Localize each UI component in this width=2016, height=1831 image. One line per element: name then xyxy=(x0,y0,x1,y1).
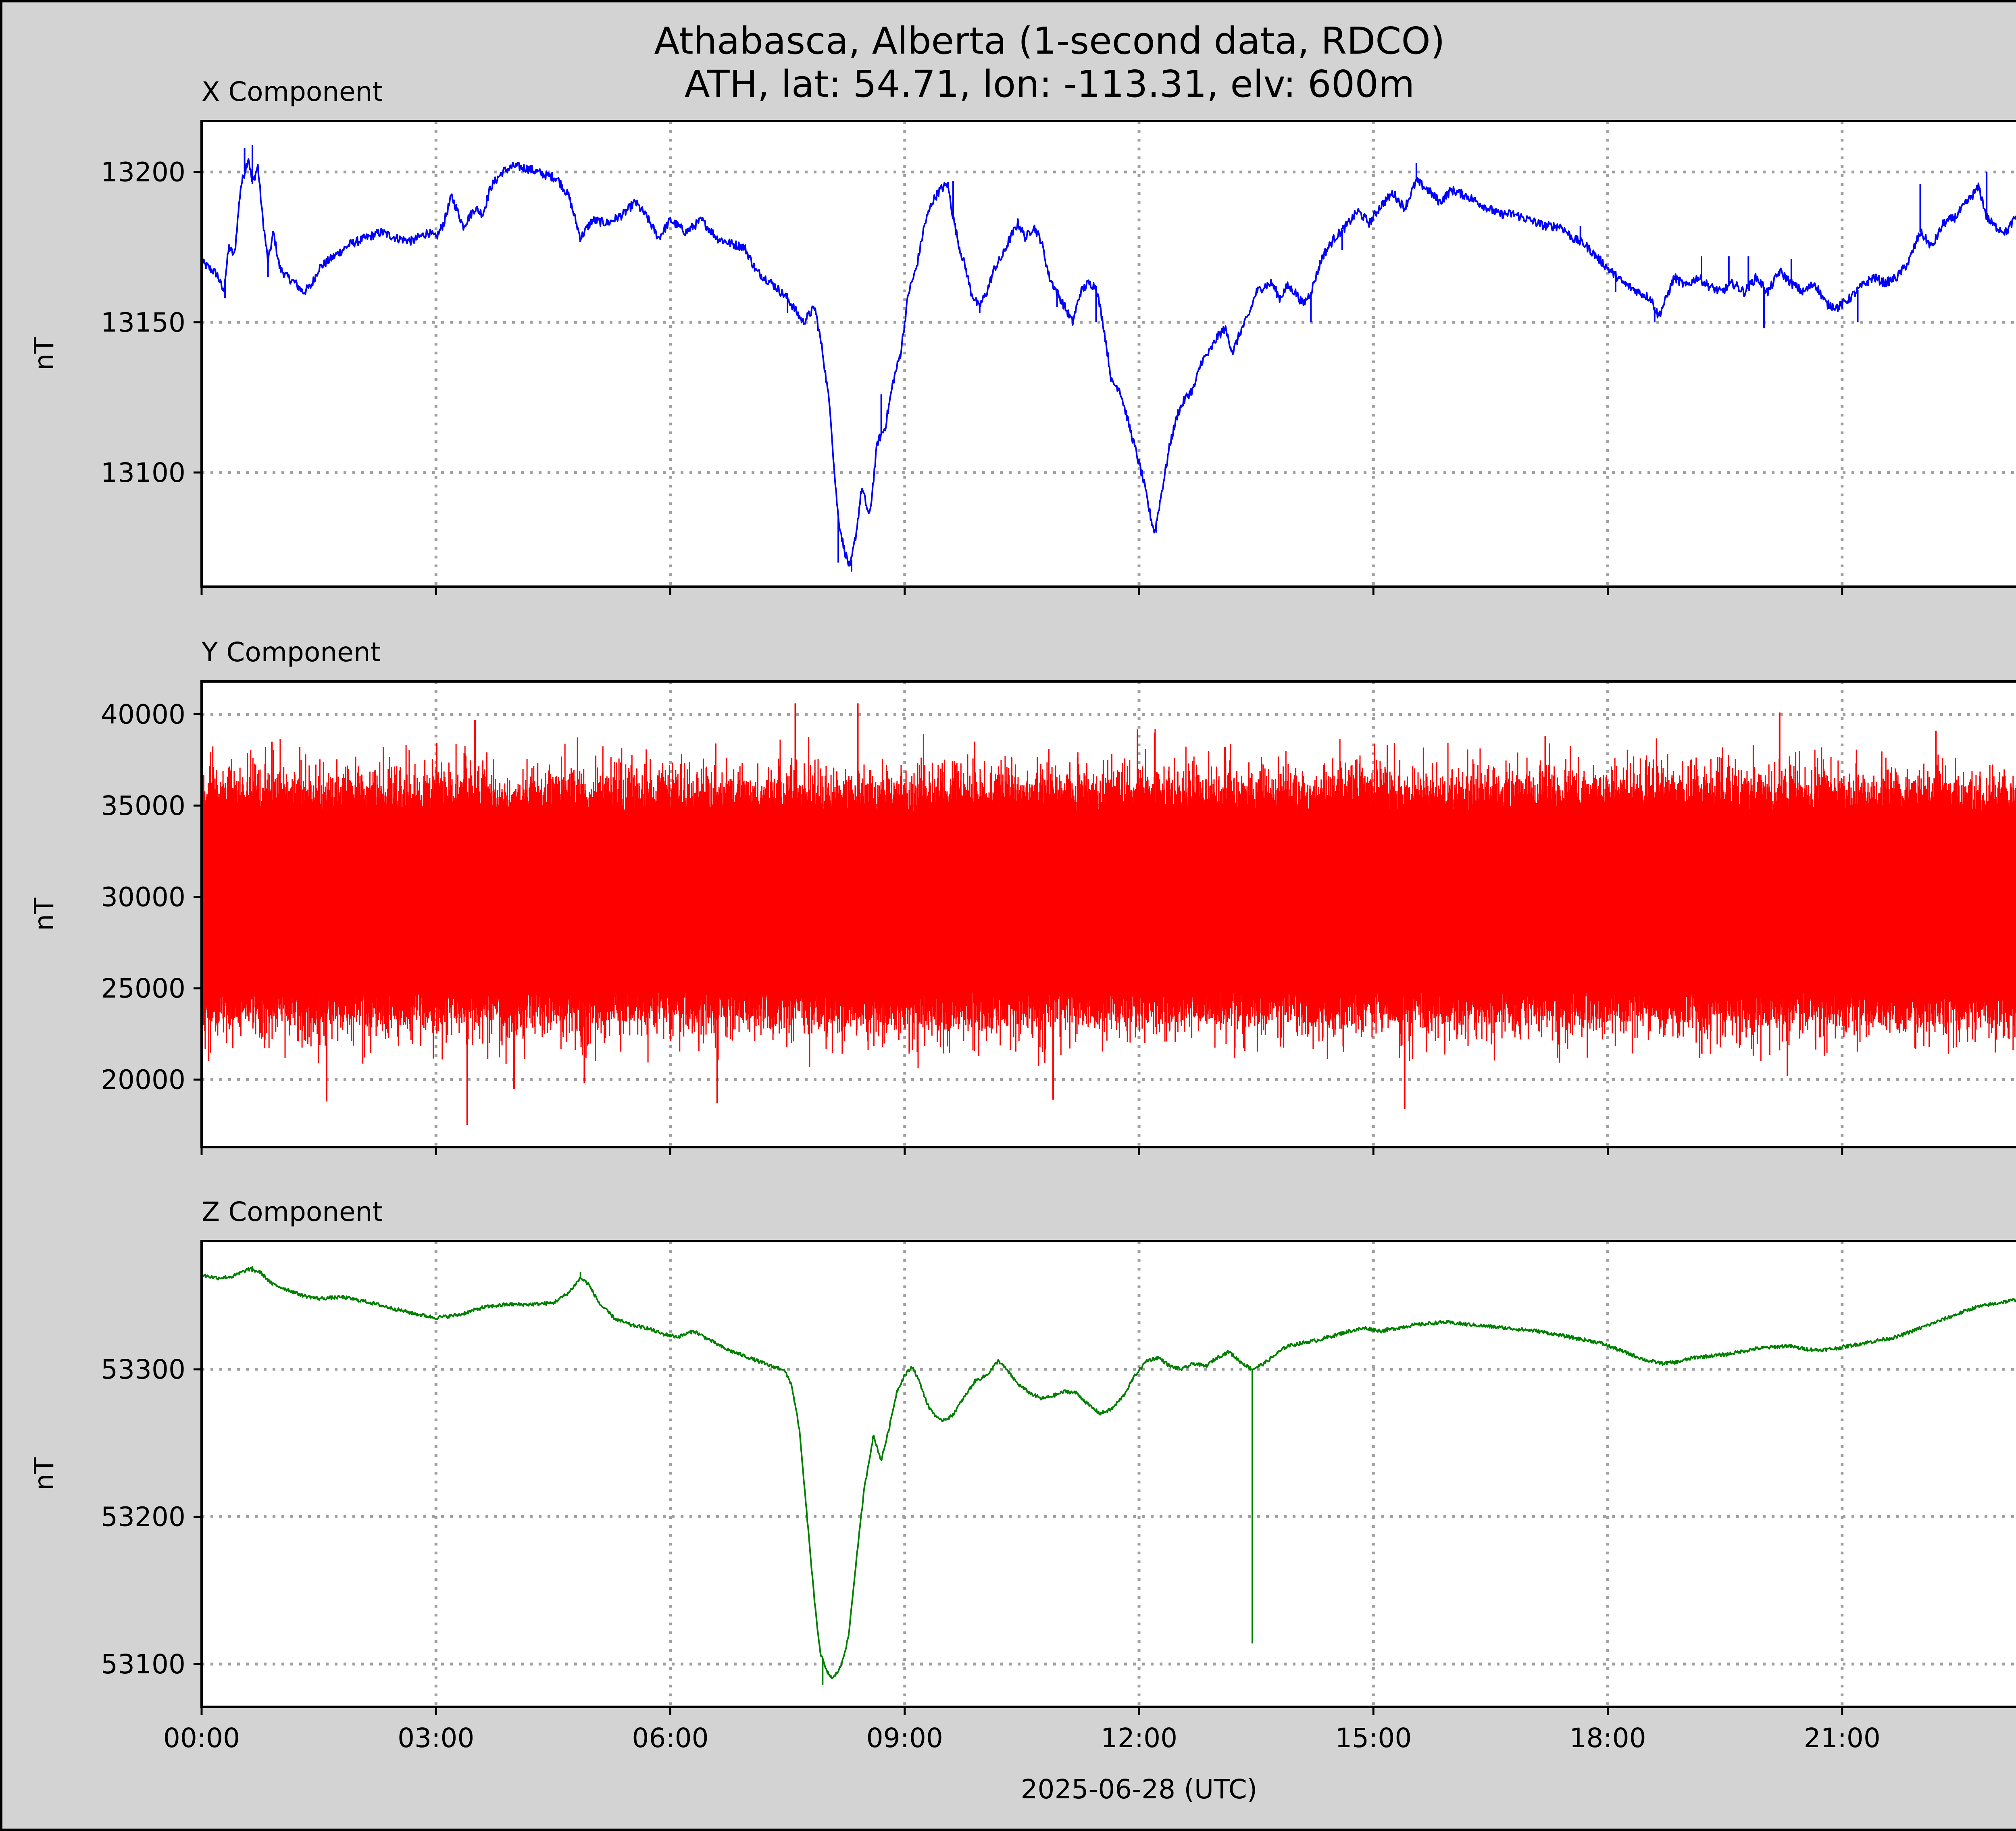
x-tick-label-1: 03:00 xyxy=(398,1723,474,1754)
data-band-y xyxy=(202,729,2016,1069)
y-tick-label-x-0: 13100 xyxy=(101,457,185,488)
data-line-z xyxy=(202,1267,2016,1679)
x-tick-label-2: 06:00 xyxy=(632,1723,708,1754)
x-tick-label-3: 09:00 xyxy=(866,1723,943,1754)
series-y xyxy=(202,703,2016,1125)
plot-area-z xyxy=(202,1241,2016,1707)
y-tick-label-y-4: 40000 xyxy=(101,699,185,730)
y-axis-label-x: nT xyxy=(29,337,60,371)
y-tick-label-y-3: 35000 xyxy=(101,790,185,821)
y-tick-label-x-2: 13200 xyxy=(101,157,185,188)
panel-z: 53100 53200 53300 00:00 03:00 06:00 09:00 12:00… xyxy=(29,1196,2016,1754)
y-tick-label-x-1: 13150 xyxy=(101,307,185,338)
y-tick-label-z-0: 53100 xyxy=(101,1649,185,1680)
panel-x: 13100 13150 13200 X Component nT xyxy=(29,76,2016,595)
panel-y: 20000 25000 30000 35000 40000 Y Component nT xyxy=(29,637,2016,1155)
panel-title-z: Z Component xyxy=(202,1196,383,1227)
panel-title-x: X Component xyxy=(202,76,383,107)
y-tick-label-z-2: 53300 xyxy=(101,1354,185,1385)
panel-title-y: Y Component xyxy=(201,637,381,668)
chart-subtitle: ATH, lat: 54.71, lon: -113.31, elv: 600m xyxy=(685,62,1415,106)
x-tick-label-7: 21:00 xyxy=(1804,1723,1881,1754)
y-tick-label-z-1: 53200 xyxy=(101,1501,185,1532)
series-z xyxy=(202,1266,2016,1685)
chart-title: Athabasca, Alberta (1-second data, RDCO) xyxy=(654,19,1445,62)
x-tick-label-4: 12:00 xyxy=(1101,1723,1177,1754)
x-axis-label: 2025-06-28 (UTC) xyxy=(1021,1774,1258,1805)
x-tick-label-5: 15:00 xyxy=(1335,1723,1412,1754)
x-tick-label-6: 18:00 xyxy=(1569,1723,1646,1754)
y-tick-label-y-0: 20000 xyxy=(101,1064,185,1095)
y-axis-label-z: nT xyxy=(29,1457,60,1491)
y-axis-label-y: nT xyxy=(29,898,60,931)
x-tick-label-0: 00:00 xyxy=(163,1723,240,1754)
y-tick-label-y-1: 25000 xyxy=(101,973,185,1004)
y-tick-label-y-2: 30000 xyxy=(101,881,185,912)
series-x xyxy=(202,145,2016,572)
